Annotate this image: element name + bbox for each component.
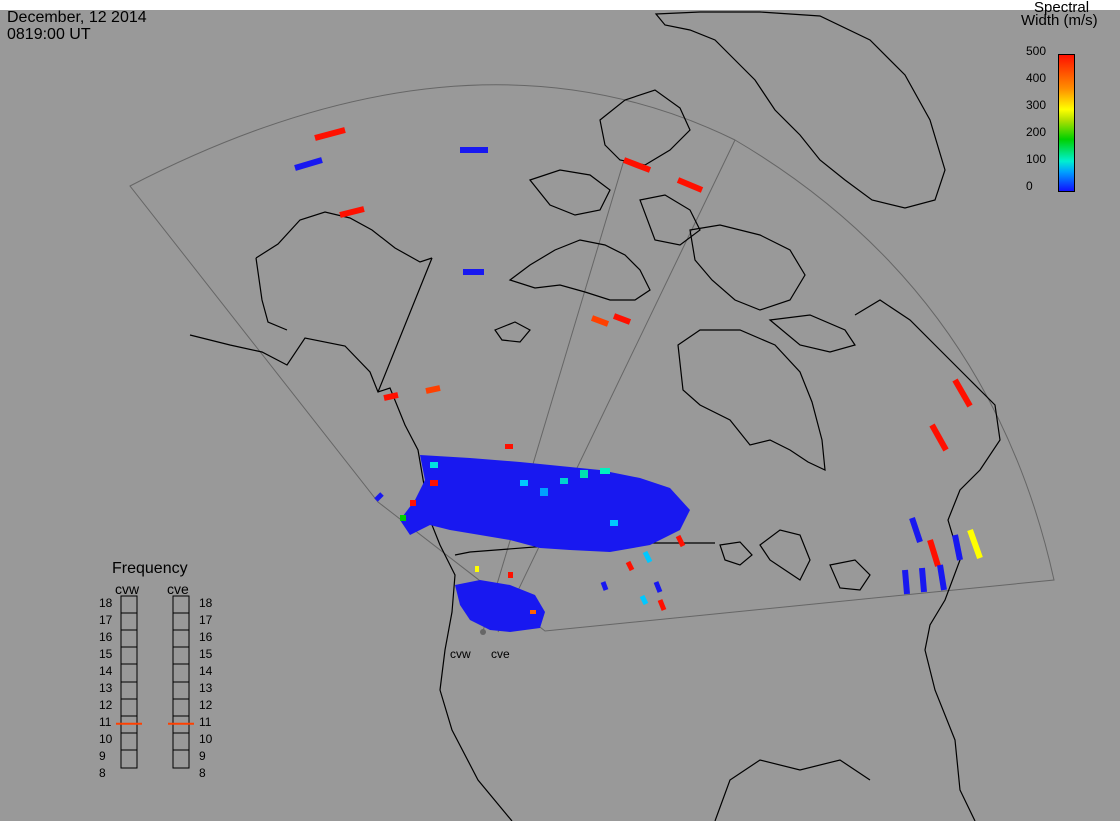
- spectral-width-colorbar: [1058, 54, 1075, 192]
- date-label: December, 12 2014: [7, 9, 147, 26]
- colorbar-tick-500: 500: [1026, 44, 1047, 58]
- frequency-site-cvw: cvw: [115, 581, 140, 597]
- frequency-right-tick-15: 15: [199, 647, 213, 661]
- frequency-right-tick-16: 16: [199, 630, 213, 644]
- frequency-left-tick-17: 17: [99, 613, 113, 627]
- frequency-right-tick-9: 9: [199, 749, 206, 763]
- radar-label-cve: cve: [491, 647, 510, 661]
- colorbar-tick-200: 200: [1026, 125, 1047, 139]
- frequency-left-tick-16: 16: [99, 630, 113, 644]
- frequency-left-tick-13: 13: [99, 681, 113, 695]
- colorbar-tick-0: 0: [1026, 179, 1033, 193]
- colorbar-title-line1: Spectral: [1034, 0, 1090, 16]
- colorbar-tick-100: 100: [1026, 152, 1047, 166]
- frequency-left-tick-18: 18: [99, 596, 113, 610]
- frequency-title: Frequency: [112, 560, 188, 577]
- frequency-left-tick-15: 15: [99, 647, 113, 661]
- frequency-left-tick-14: 14: [99, 664, 113, 678]
- frequency-site-cve: cve: [167, 581, 189, 597]
- frequency-left-tick-10: 10: [99, 732, 113, 746]
- coastlines: [189, 11, 1001, 821]
- frequency-right-tick-18: 18: [199, 596, 213, 610]
- radar-label-cvw: cvw: [450, 647, 471, 661]
- frequency-right-tick-17: 17: [199, 613, 213, 627]
- colorbar-title-line2: Width (m/s): [1021, 12, 1098, 29]
- frequency-right-tick-13: 13: [199, 681, 213, 695]
- radar-site-marker: [480, 629, 486, 635]
- frequency-right-tick-14: 14: [199, 664, 213, 678]
- colorbar-tick-300: 300: [1026, 98, 1047, 112]
- frequency-grid-lines: [121, 612, 189, 751]
- scattered-echoes: [294, 127, 983, 611]
- scatter-patch-main: [400, 444, 690, 552]
- scatter-patch-near: [455, 566, 545, 632]
- frequency-left-tick-8: 8: [99, 766, 106, 780]
- frequency-right-tick-12: 12: [199, 698, 213, 712]
- colorbar-tick-400: 400: [1026, 71, 1047, 85]
- frequency-left-tick-11: 11: [99, 715, 112, 729]
- frequency-left-tick-9: 9: [99, 749, 106, 763]
- frequency-right-tick-10: 10: [199, 732, 213, 746]
- time-label: 0819:00 UT: [7, 26, 91, 43]
- map-plot-area: [0, 10, 1120, 821]
- frequency-right-tick-11: 11: [199, 715, 212, 729]
- frequency-right-tick-8: 8: [199, 766, 206, 780]
- frequency-left-tick-12: 12: [99, 698, 113, 712]
